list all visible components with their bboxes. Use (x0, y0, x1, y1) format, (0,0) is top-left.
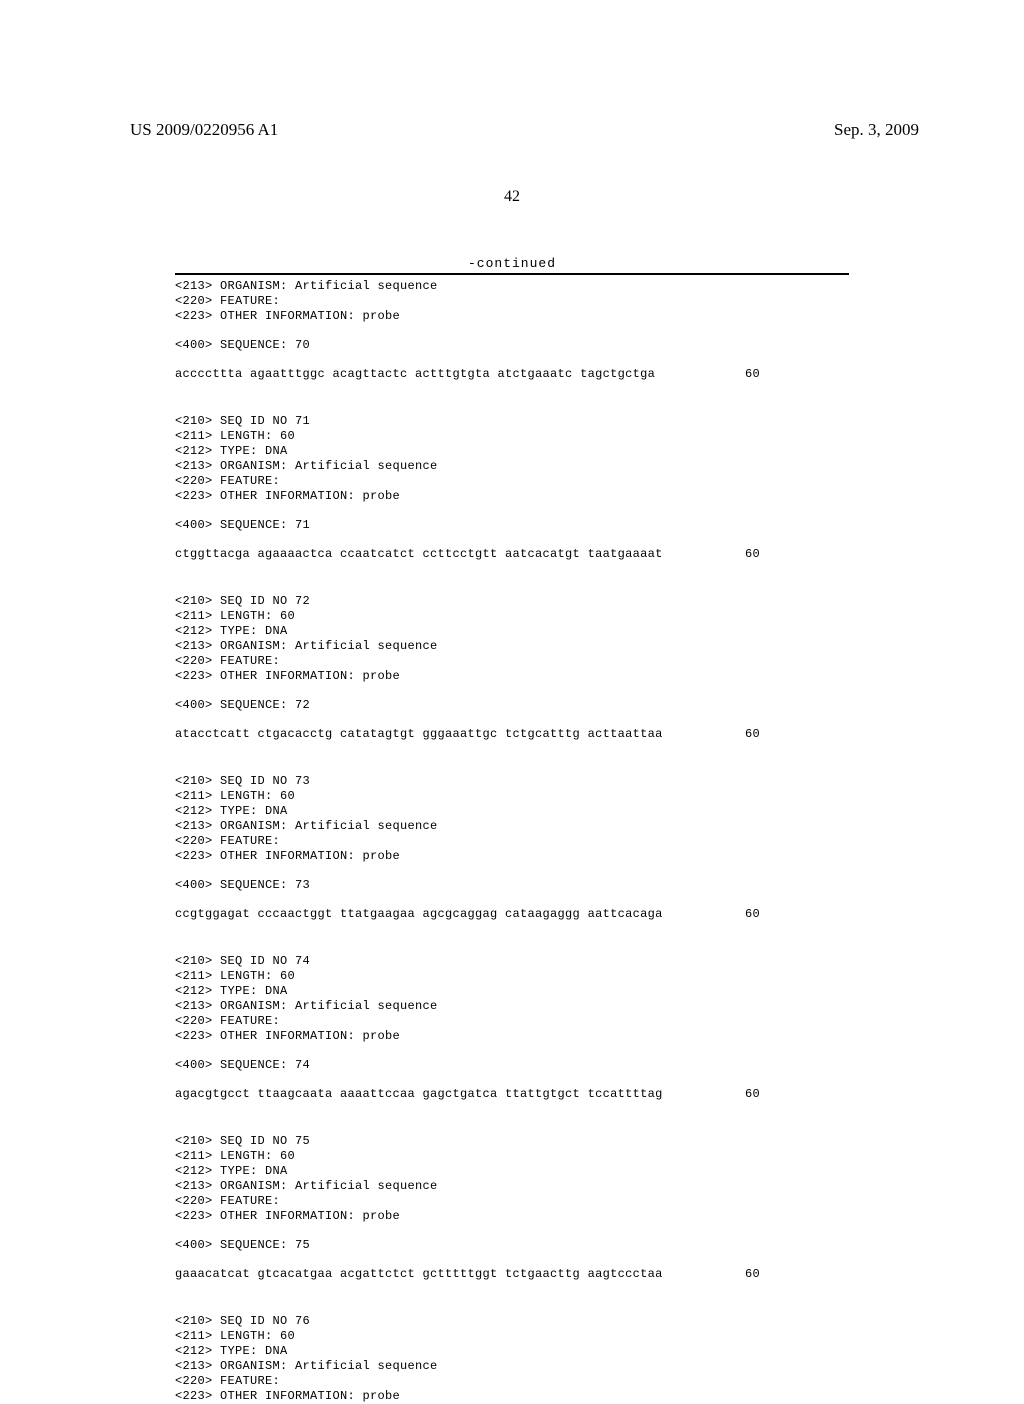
sequence-annotation-line: <220> FEATURE: (175, 1374, 1024, 1389)
spacer (175, 504, 1024, 518)
spacer (175, 742, 1024, 756)
spacer (175, 713, 1024, 727)
sequence-data-row: atacctcatt ctgacacctg catatagtgt gggaaat… (175, 727, 1024, 742)
sequence-label: <400> SEQUENCE: 70 (175, 338, 1024, 353)
sequence-annotation-line: <210> SEQ ID NO 76 (175, 1314, 1024, 1329)
spacer (175, 324, 1024, 338)
sequence-annotation-line: <213> ORGANISM: Artificial sequence (175, 279, 1024, 294)
sequence-annotation-line: <213> ORGANISM: Artificial sequence (175, 999, 1024, 1014)
sequence-annotation-line: <212> TYPE: DNA (175, 1164, 1024, 1179)
sequence-data: atacctcatt ctgacacctg catatagtgt gggaaat… (175, 727, 720, 742)
sequence-annotation-line: <212> TYPE: DNA (175, 1344, 1024, 1359)
sequence-annotation-line: <220> FEATURE: (175, 474, 1024, 489)
sequence-annotation-line: <213> ORGANISM: Artificial sequence (175, 1179, 1024, 1194)
sequence-block: <210> SEQ ID NO 74<211> LENGTH: 60<212> … (175, 954, 1024, 1116)
page-container: US 2009/0220956 A1 Sep. 3, 2009 42 -cont… (0, 0, 1024, 1320)
sequence-data: accccttta agaatttggc acagttactc actttgtg… (175, 367, 720, 382)
sequence-length: 60 (720, 1267, 760, 1282)
spacer (175, 922, 1024, 936)
spacer (175, 1044, 1024, 1058)
sequence-annotation-line: <213> ORGANISM: Artificial sequence (175, 819, 1024, 834)
continued-label: -continued (0, 256, 1024, 271)
sequence-annotation-line: <220> FEATURE: (175, 834, 1024, 849)
sequence-block: <210> SEQ ID NO 73<211> LENGTH: 60<212> … (175, 774, 1024, 936)
page-number: 42 (0, 188, 1024, 206)
sequence-annotation-line: <213> ORGANISM: Artificial sequence (175, 459, 1024, 474)
sequence-annotation-line: <211> LENGTH: 60 (175, 1149, 1024, 1164)
sequence-annotation-line: <223> OTHER INFORMATION: probe (175, 309, 1024, 324)
sequence-annotation-line: <211> LENGTH: 60 (175, 1329, 1024, 1344)
sequence-data-row: ctggttacga agaaaactca ccaatcatct ccttcct… (175, 547, 1024, 562)
sequence-annotation-line: <210> SEQ ID NO 74 (175, 954, 1024, 969)
sequence-annotation-line: <223> OTHER INFORMATION: probe (175, 1209, 1024, 1224)
sequence-annotation-line: <211> LENGTH: 60 (175, 969, 1024, 984)
sequence-annotation-line: <211> LENGTH: 60 (175, 429, 1024, 444)
spacer (175, 1282, 1024, 1296)
sequence-data: ccgtggagat cccaactggt ttatgaagaa agcgcag… (175, 907, 720, 922)
sequence-block: <210> SEQ ID NO 71<211> LENGTH: 60<212> … (175, 414, 1024, 576)
spacer (175, 1224, 1024, 1238)
sequence-listing-body: <213> ORGANISM: Artificial sequence<220>… (0, 275, 1024, 1404)
sequence-length: 60 (720, 727, 760, 742)
spacer (175, 562, 1024, 576)
sequence-block: <210> SEQ ID NO 76<211> LENGTH: 60<212> … (175, 1314, 1024, 1404)
sequence-annotation-line: <220> FEATURE: (175, 1194, 1024, 1209)
sequence-label: <400> SEQUENCE: 72 (175, 698, 1024, 713)
sequence-annotation-line: <213> ORGANISM: Artificial sequence (175, 639, 1024, 654)
sequence-label: <400> SEQUENCE: 75 (175, 1238, 1024, 1253)
sequence-length: 60 (720, 907, 760, 922)
spacer (175, 684, 1024, 698)
spacer (175, 1253, 1024, 1267)
sequence-annotation-line: <210> SEQ ID NO 75 (175, 1134, 1024, 1149)
sequence-data-row: agacgtgcct ttaagcaata aaaattccaa gagctga… (175, 1087, 1024, 1102)
sequence-label: <400> SEQUENCE: 73 (175, 878, 1024, 893)
sequence-block: <210> SEQ ID NO 75<211> LENGTH: 60<212> … (175, 1134, 1024, 1296)
sequence-annotation-line: <212> TYPE: DNA (175, 444, 1024, 459)
spacer (175, 1102, 1024, 1116)
sequence-data-row: accccttta agaatttggc acagttactc actttgtg… (175, 367, 1024, 382)
sequence-annotation-line: <223> OTHER INFORMATION: probe (175, 1029, 1024, 1044)
sequence-data-row: ccgtggagat cccaactggt ttatgaagaa agcgcag… (175, 907, 1024, 922)
publication-date: Sep. 3, 2009 (834, 120, 919, 140)
sequence-annotation-line: <212> TYPE: DNA (175, 984, 1024, 999)
sequence-annotation-line: <223> OTHER INFORMATION: probe (175, 489, 1024, 504)
spacer (175, 533, 1024, 547)
sequence-label: <400> SEQUENCE: 71 (175, 518, 1024, 533)
publication-number: US 2009/0220956 A1 (130, 120, 278, 140)
sequence-block: <213> ORGANISM: Artificial sequence<220>… (175, 279, 1024, 396)
sequence-annotation-line: <220> FEATURE: (175, 654, 1024, 669)
spacer (175, 382, 1024, 396)
sequence-annotation-line: <211> LENGTH: 60 (175, 609, 1024, 624)
sequence-length: 60 (720, 367, 760, 382)
sequence-label: <400> SEQUENCE: 74 (175, 1058, 1024, 1073)
sequence-length: 60 (720, 547, 760, 562)
sequence-data: gaaacatcat gtcacatgaa acgattctct gcttttt… (175, 1267, 720, 1282)
sequence-annotation-line: <220> FEATURE: (175, 294, 1024, 309)
spacer (175, 893, 1024, 907)
sequence-annotation-line: <223> OTHER INFORMATION: probe (175, 1389, 1024, 1404)
sequence-annotation-line: <210> SEQ ID NO 73 (175, 774, 1024, 789)
spacer (175, 1073, 1024, 1087)
sequence-block: <210> SEQ ID NO 72<211> LENGTH: 60<212> … (175, 594, 1024, 756)
sequence-annotation-line: <211> LENGTH: 60 (175, 789, 1024, 804)
sequence-annotation-line: <210> SEQ ID NO 72 (175, 594, 1024, 609)
sequence-annotation-line: <213> ORGANISM: Artificial sequence (175, 1359, 1024, 1374)
spacer (175, 353, 1024, 367)
sequence-annotation-line: <212> TYPE: DNA (175, 624, 1024, 639)
sequence-data: agacgtgcct ttaagcaata aaaattccaa gagctga… (175, 1087, 720, 1102)
sequence-annotation-line: <210> SEQ ID NO 71 (175, 414, 1024, 429)
sequence-length: 60 (720, 1087, 760, 1102)
sequence-data-row: gaaacatcat gtcacatgaa acgattctct gcttttt… (175, 1267, 1024, 1282)
sequence-annotation-line: <220> FEATURE: (175, 1014, 1024, 1029)
sequence-data: ctggttacga agaaaactca ccaatcatct ccttcct… (175, 547, 720, 562)
spacer (175, 864, 1024, 878)
sequence-annotation-line: <223> OTHER INFORMATION: probe (175, 669, 1024, 684)
page-header: US 2009/0220956 A1 Sep. 3, 2009 (0, 0, 1024, 140)
sequence-annotation-line: <223> OTHER INFORMATION: probe (175, 849, 1024, 864)
sequence-annotation-line: <212> TYPE: DNA (175, 804, 1024, 819)
